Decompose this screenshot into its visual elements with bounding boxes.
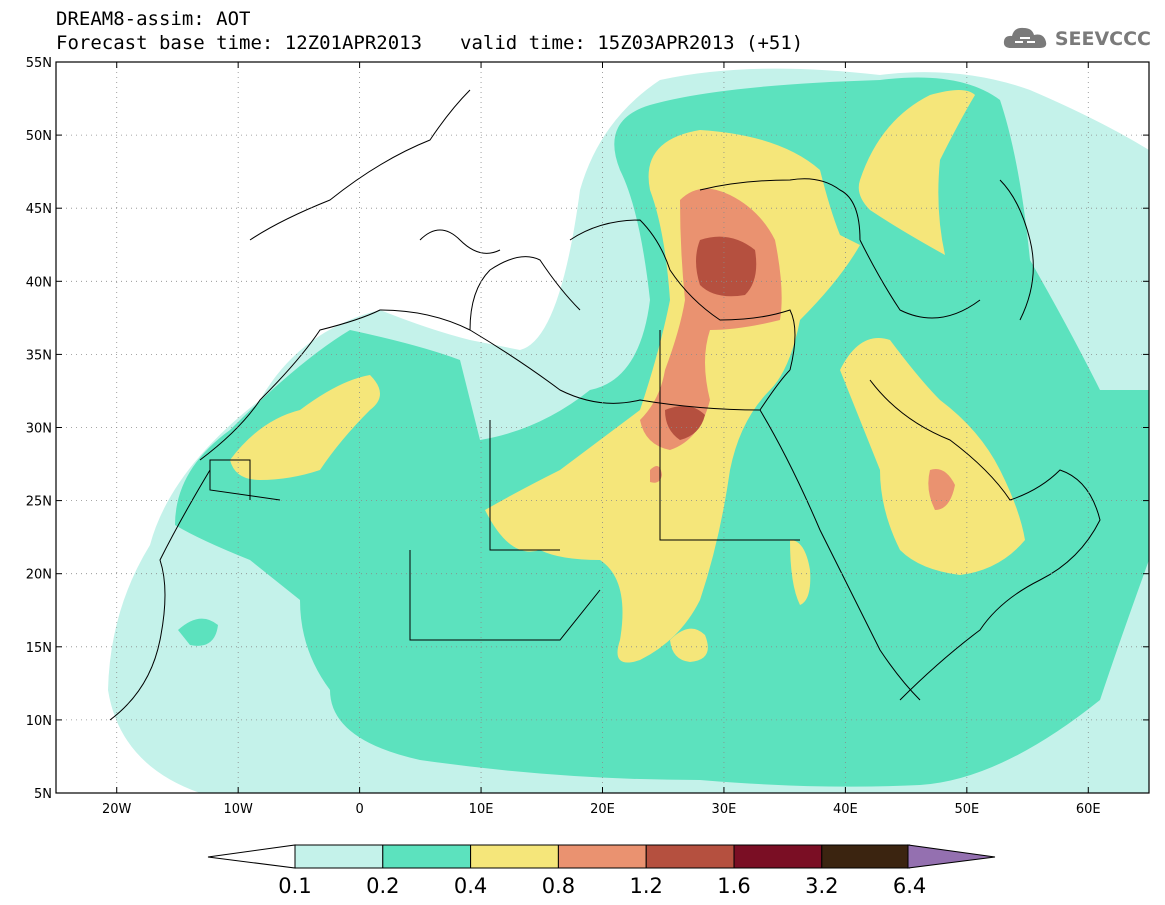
- colorbar: 0.1 0.2 0.4 0.8 1.2 1.6 3.2 6.4: [207, 844, 996, 898]
- aot-contours: [108, 68, 1149, 793]
- lon-label: 0: [355, 802, 363, 817]
- colorbar-box: [821, 844, 911, 869]
- time-info: Forecast base time: 12Z01APR2013 valid ti…: [56, 32, 803, 54]
- axis-ticks: [56, 61, 1149, 794]
- colorbar-label: 0.2: [366, 874, 399, 898]
- lat-label: 25N: [26, 495, 52, 510]
- coastlines: [109, 89, 1101, 721]
- base-time: Forecast base time: 12Z01APR2013: [56, 32, 423, 54]
- logo-text: SEEVCCC: [1054, 28, 1151, 50]
- lat-labels: 5N 10N 15N 20N 25N 30N 35N 40N 45N 50N 55N: [26, 56, 52, 802]
- lon-label: 50E: [954, 802, 979, 817]
- colorbar-below-triangle: [207, 844, 296, 869]
- lon-label: 40E: [833, 802, 858, 817]
- lon-labels: 20W 10W 0 10E 20E 30E 40E 50E 60E: [102, 802, 1101, 817]
- valid-time: valid time: 15Z03APR2013 (+51): [460, 32, 804, 54]
- colorbar-box: [645, 844, 735, 869]
- lat-label: 55N: [26, 56, 52, 71]
- lat-label: 20N: [26, 568, 52, 583]
- aot-1-2-region: [696, 236, 757, 297]
- colorbar-label: 0.4: [454, 874, 487, 898]
- lon-label: 20W: [102, 802, 132, 817]
- lat-label: 35N: [26, 348, 52, 363]
- lon-label: 10E: [469, 802, 494, 817]
- lat-label: 45N: [26, 202, 52, 217]
- seevccc-logo: SEEVCCC: [1001, 24, 1151, 54]
- graticule: [56, 62, 1149, 793]
- colorbar-label: 3.2: [805, 874, 838, 898]
- colorbar-label: 1.2: [629, 874, 662, 898]
- map-title: DREAM8-assim: AOT: [56, 8, 251, 30]
- colorbar-box: [470, 844, 559, 869]
- lat-label: 30N: [26, 422, 52, 437]
- lat-label: 40N: [26, 275, 52, 290]
- lat-label: 15N: [26, 641, 52, 656]
- lat-label: 50N: [26, 129, 52, 144]
- colorbar-label: 0.8: [542, 874, 575, 898]
- cloud-icon: [1001, 24, 1051, 54]
- colorbar-box: [733, 844, 823, 869]
- colorbar-box: [382, 844, 472, 869]
- colorbar-above-triangle: [907, 844, 996, 869]
- lon-label: 30E: [712, 802, 737, 817]
- lat-label: 5N: [34, 787, 52, 802]
- lon-label: 10W: [223, 802, 253, 817]
- colorbar-label: 1.6: [717, 874, 750, 898]
- lon-label: 20E: [590, 802, 615, 817]
- colorbar-label: 6.4: [893, 874, 926, 898]
- colorbar-label: 0.1: [278, 874, 311, 898]
- lon-label: 60E: [1076, 802, 1101, 817]
- colorbar-box: [294, 844, 384, 869]
- lat-label: 10N: [26, 714, 52, 729]
- colorbar-box: [557, 844, 647, 869]
